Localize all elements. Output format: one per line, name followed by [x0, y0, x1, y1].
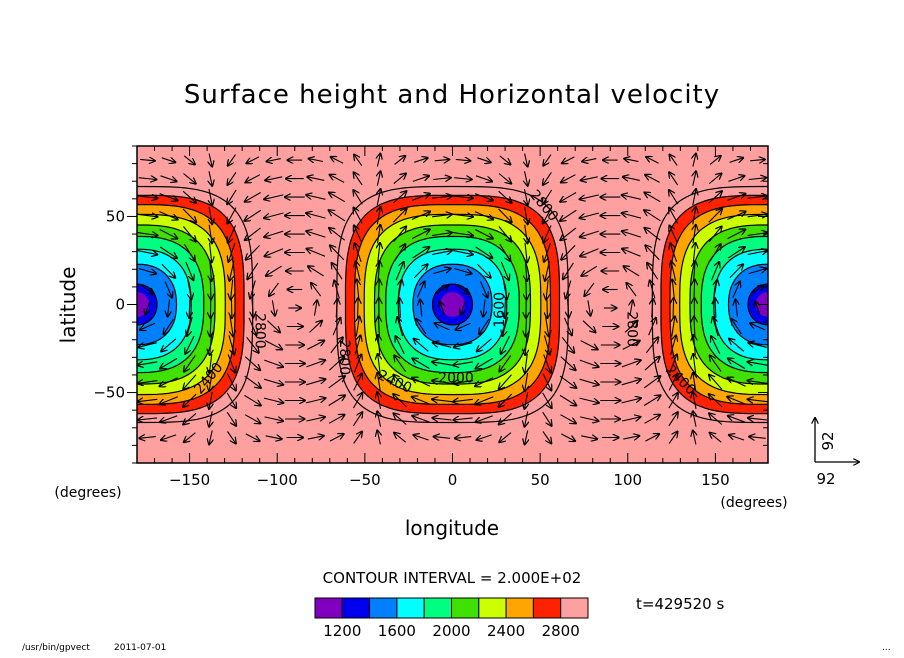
x-tick-label-150: 150	[701, 471, 730, 489]
reference-vector: 92 92	[815, 418, 859, 488]
x-tick-label--100: −100	[257, 471, 298, 489]
velocity-arrow-236	[694, 280, 695, 300]
x-tick-label--50: −50	[349, 471, 381, 489]
reference-vector-x-label: 92	[816, 470, 835, 488]
y-tick-label--50: −50	[93, 384, 125, 402]
velocity-arrow-265	[673, 298, 674, 318]
velocity-arrow-228	[526, 280, 527, 300]
contour-fills	[21, 187, 883, 423]
velocity-arrow-259	[547, 298, 548, 318]
colorbar-swatch-1	[342, 598, 369, 618]
reference-vector-y-label: 92	[819, 431, 837, 450]
velocity-arrow-244	[231, 298, 232, 318]
y-tick-label-0: 0	[115, 296, 125, 314]
colorbar-label-1200: 1200	[323, 622, 361, 640]
x-tick-label-0: 0	[448, 471, 458, 489]
contour-label-5: 1600	[492, 292, 508, 328]
velocity-arrow-213	[210, 280, 211, 300]
colorbar-label-2800: 2800	[542, 622, 580, 640]
footer-program: /usr/bin/gpvect	[22, 643, 90, 653]
colorbar-swatch-7	[506, 598, 533, 618]
x-tick-label--150: −150	[169, 471, 210, 489]
chart-title: Surface height and Horizontal velocity	[184, 80, 720, 110]
velocity-arrow-250	[358, 298, 359, 318]
y-axis-label: latitude	[56, 267, 80, 344]
x-tick-label-100: 100	[613, 471, 642, 489]
colorbar-swatch-4	[424, 598, 451, 618]
x-tick-label-50: 50	[531, 471, 550, 489]
y-tick-label-50: 50	[106, 207, 125, 225]
colorbar-labels: 1200 1600 2000 2400 2800	[323, 622, 580, 640]
contour-label-4: 2000	[438, 370, 474, 386]
footer-date: 2011-07-01	[114, 643, 166, 653]
time-label: t=429520 s	[636, 595, 724, 613]
colorbar-label-2400: 2400	[487, 622, 525, 640]
colorbar-swatch-5	[452, 598, 479, 618]
colorbar-swatch-0	[315, 598, 342, 618]
colorbar-swatch-8	[533, 598, 560, 618]
colorbar	[315, 598, 588, 618]
contour-label-2: 2800	[336, 340, 352, 376]
velocity-arrow-221	[379, 280, 380, 300]
x-axis-label: longitude	[405, 516, 499, 540]
contour-label-1: 2800	[252, 313, 268, 349]
contour-interval: CONTOUR INTERVAL = 2.000E+02	[323, 569, 582, 587]
colorbar-swatch-6	[479, 598, 506, 618]
colorbar-label-2000: 2000	[432, 622, 470, 640]
footer-mark: ...	[882, 643, 891, 653]
y-axis-unit: (degrees)	[54, 485, 121, 501]
contour-label-6: 2800	[623, 311, 639, 347]
colorbar-swatch-9	[561, 598, 588, 618]
x-axis-unit: (degrees)	[720, 495, 787, 511]
colorbar-label-1600: 1600	[378, 622, 416, 640]
colorbar-swatch-2	[370, 598, 397, 618]
colorbar-swatch-3	[397, 598, 424, 618]
